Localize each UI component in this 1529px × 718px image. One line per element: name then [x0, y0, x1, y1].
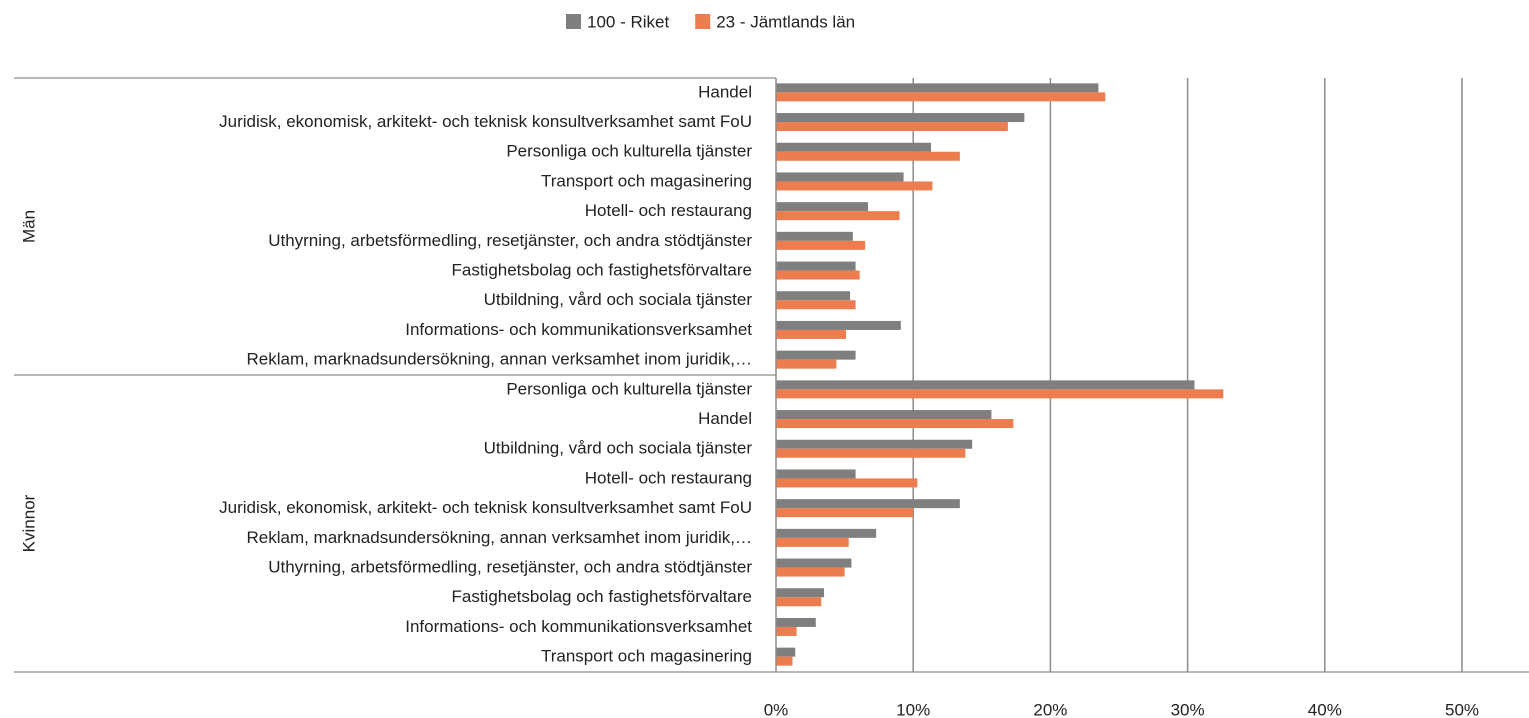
- bar: [776, 448, 966, 458]
- bar: [776, 181, 933, 191]
- y-tick-label: Reklam, marknadsundersökning, annan verk…: [246, 528, 752, 547]
- bar: [776, 211, 900, 221]
- bar: [776, 329, 846, 339]
- group-label: Kvinnor: [19, 494, 38, 552]
- y-tick-label: Fastighetsbolag och fastighetsförvaltare: [451, 587, 752, 606]
- bar: [776, 113, 1025, 123]
- x-tick-label: 30%: [1171, 700, 1205, 718]
- y-tick-label: Juridisk, ekonomisk, arkitekt- och tekni…: [219, 498, 752, 517]
- y-tick-label: Fastighetsbolag och fastighetsförvaltare: [451, 261, 752, 280]
- bar: [776, 270, 860, 280]
- bar: [776, 626, 797, 636]
- bar: [776, 508, 914, 518]
- bar: [776, 202, 868, 212]
- bar: [776, 588, 825, 598]
- legend-swatch: [695, 14, 711, 29]
- y-tick-label: Informations- och kommunikationsverksamh…: [405, 320, 752, 339]
- bar: [776, 172, 904, 182]
- y-tick-label: Personliga och kulturella tjänster: [506, 142, 752, 161]
- bar: [776, 419, 1014, 429]
- y-tick-label: Hotell- och restaurang: [585, 201, 752, 220]
- bar: [776, 537, 849, 547]
- bar: [776, 478, 918, 488]
- bar: [776, 469, 856, 479]
- bar: [776, 359, 837, 369]
- legend-label: 23 - Jämtlands län: [716, 12, 855, 31]
- bar: [776, 617, 816, 627]
- bar: [776, 231, 853, 241]
- y-tick-label: Transport och magasinering: [541, 171, 752, 190]
- x-tick-label: 0%: [764, 700, 789, 718]
- bar: [776, 320, 901, 330]
- y-tick-label: Uthyrning, arbetsförmedling, resetjänste…: [268, 231, 752, 250]
- bar: [776, 350, 856, 360]
- bar: [776, 261, 856, 271]
- y-tick-label: Reklam, marknadsundersökning, annan verk…: [246, 350, 752, 369]
- x-tick-label: 50%: [1445, 700, 1479, 718]
- bar: [776, 122, 1008, 132]
- bar: [776, 439, 973, 449]
- bar: [776, 389, 1224, 399]
- y-tick-label: Juridisk, ekonomisk, arkitekt- och tekni…: [219, 112, 752, 131]
- bar: [776, 300, 856, 310]
- bar: [776, 410, 992, 420]
- bar: [776, 291, 851, 301]
- y-tick-label: Handel: [698, 82, 752, 101]
- x-tick-label: 20%: [1033, 700, 1067, 718]
- y-tick-label: Personliga och kulturella tjänster: [506, 379, 752, 398]
- x-tick-label: 40%: [1308, 700, 1342, 718]
- bar: [776, 142, 932, 152]
- legend-label: 100 - Riket: [587, 12, 669, 31]
- bar: [776, 83, 1099, 93]
- legend-swatch: [566, 14, 581, 29]
- y-tick-label: Utbildning, vård och sociala tjänster: [484, 439, 753, 458]
- bar: [776, 597, 822, 607]
- bar: [776, 92, 1106, 102]
- bar: [776, 567, 845, 577]
- group-label: Män: [19, 210, 38, 243]
- bar: [776, 240, 866, 250]
- bar: [776, 656, 793, 666]
- y-tick-label: Informations- och kommunikationsverksamh…: [405, 617, 752, 636]
- x-tick-label: 10%: [896, 700, 930, 718]
- bar: [776, 380, 1195, 390]
- bar: [776, 528, 877, 538]
- bar: [776, 647, 796, 657]
- y-tick-label: Transport och magasinering: [541, 647, 752, 666]
- y-tick-label: Hotell- och restaurang: [585, 468, 752, 487]
- y-tick-label: Utbildning, vård och sociala tjänster: [484, 290, 753, 309]
- y-tick-label: Handel: [698, 409, 752, 428]
- bar: [776, 499, 960, 509]
- y-tick-label: Uthyrning, arbetsförmedling, resetjänste…: [268, 558, 752, 577]
- bar: [776, 558, 852, 568]
- bar: [776, 151, 960, 161]
